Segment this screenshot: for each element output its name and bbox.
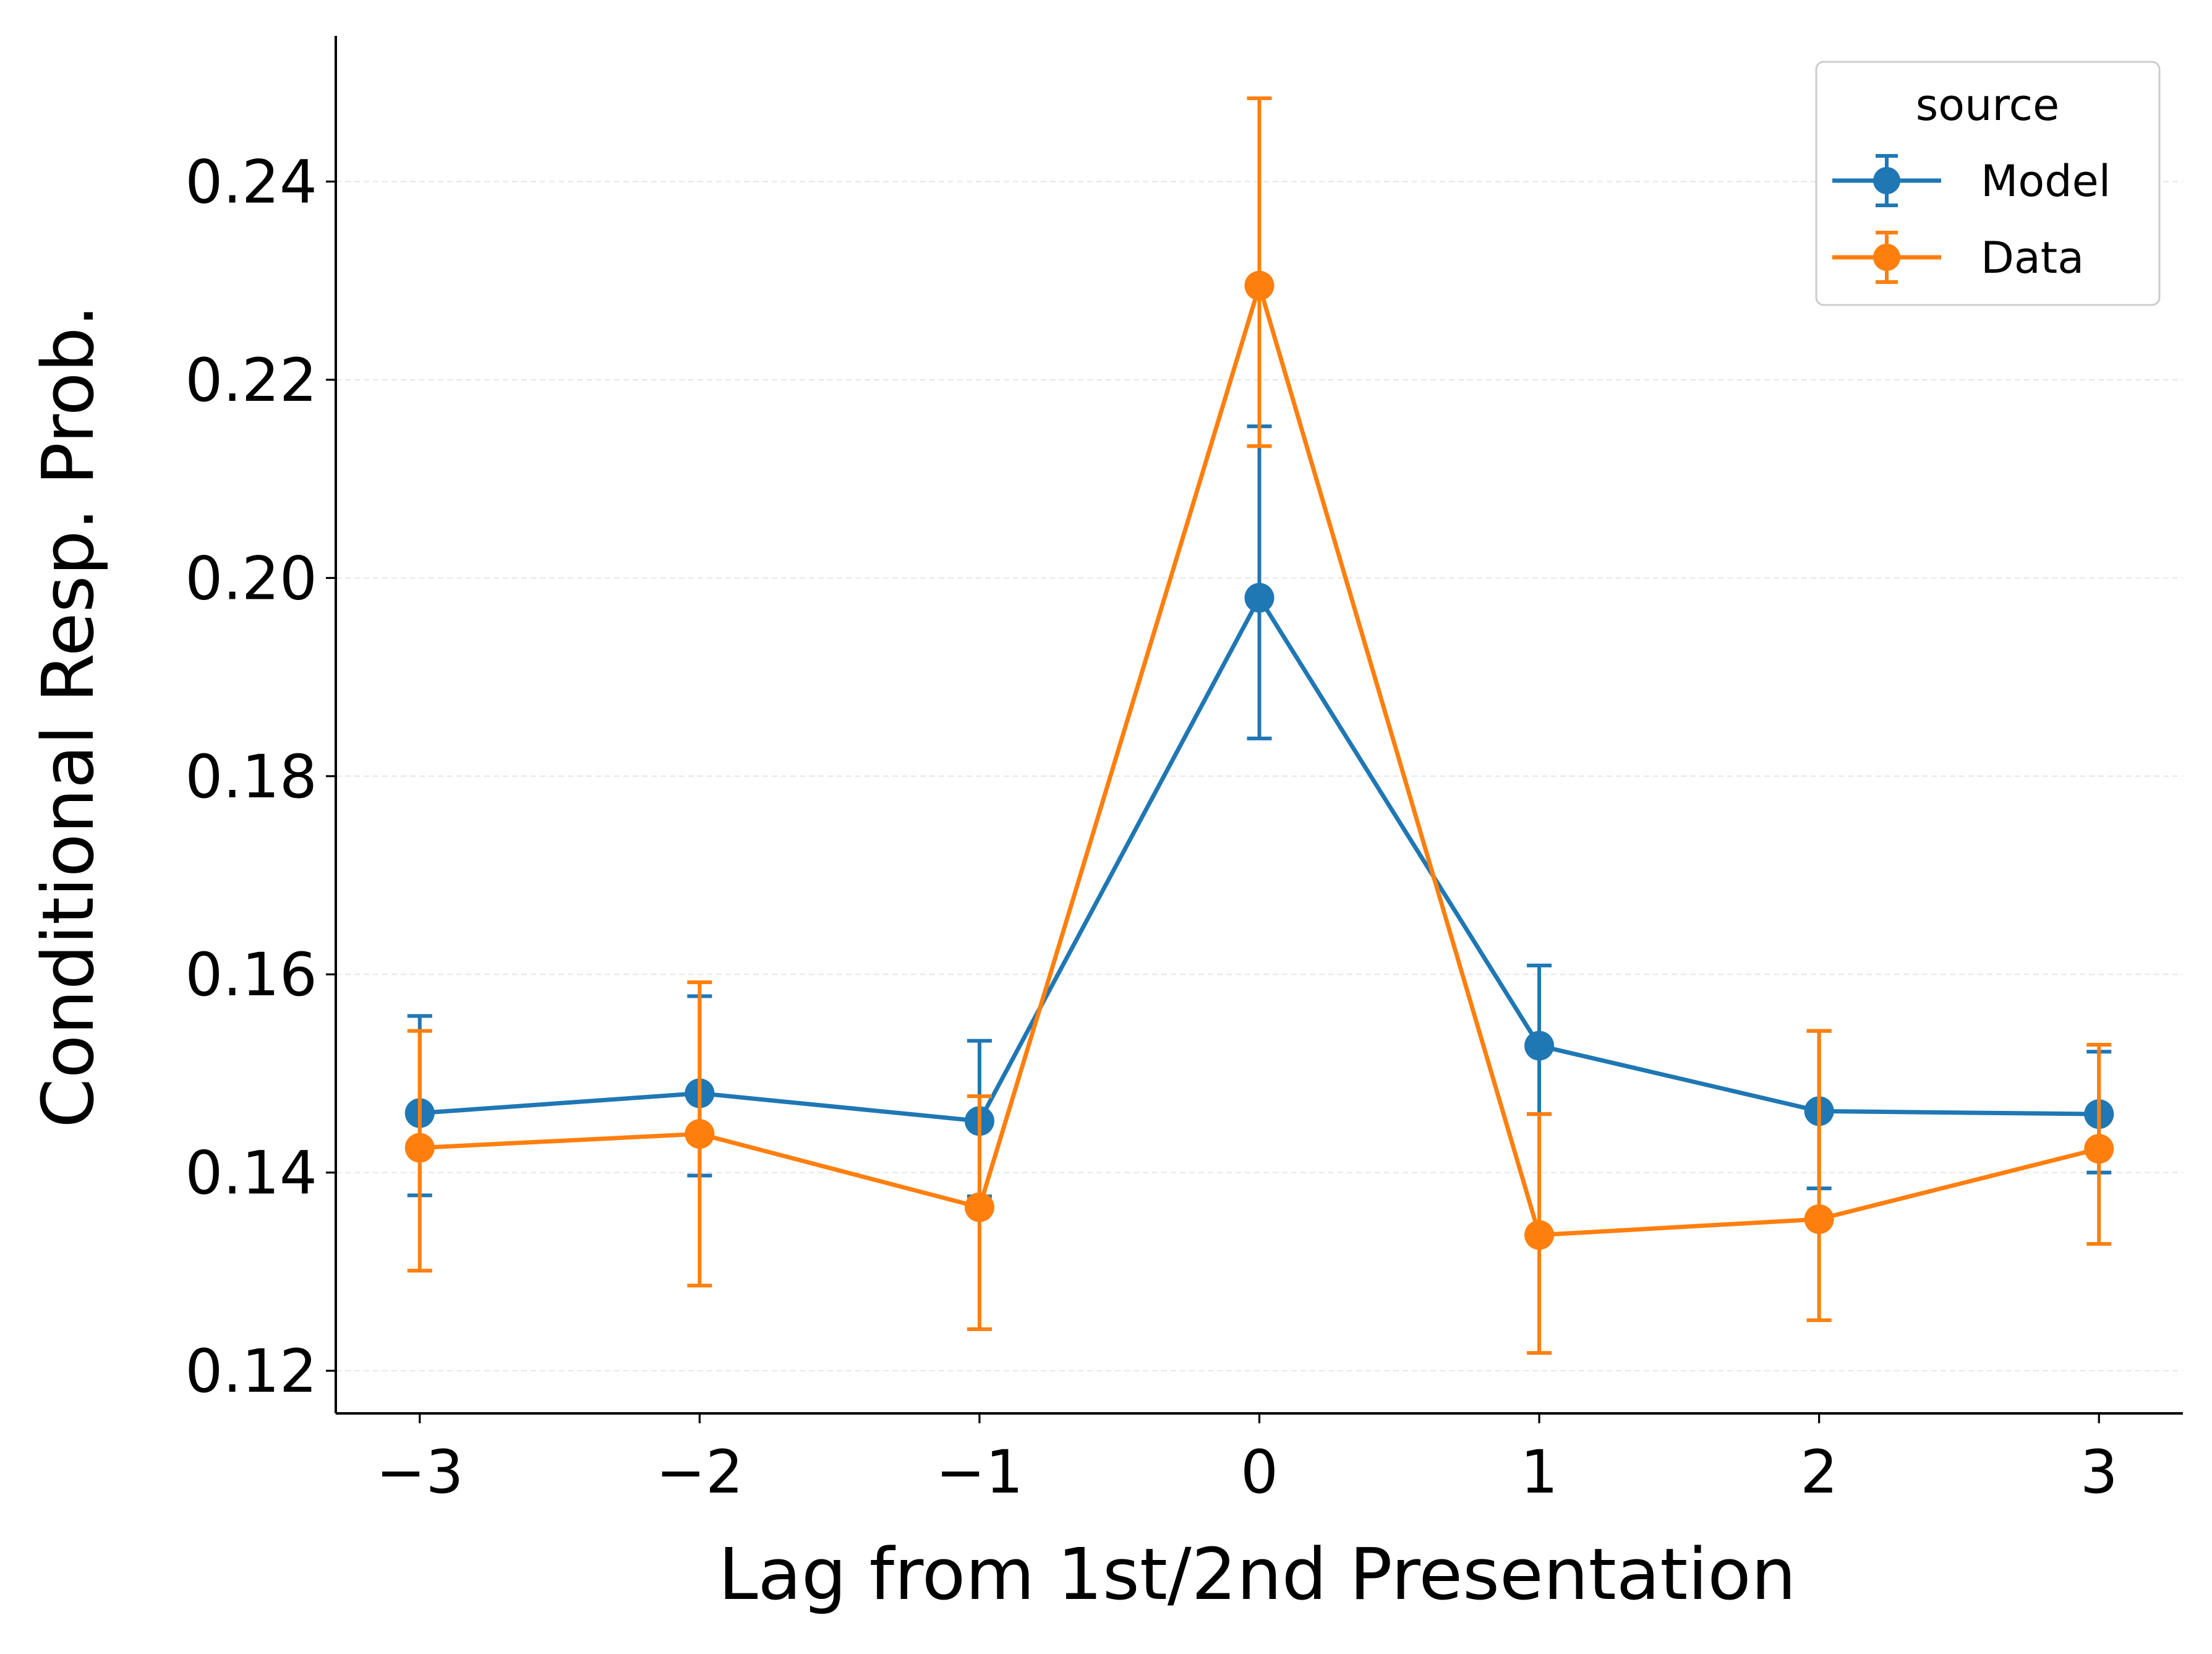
data-point [404, 1133, 435, 1163]
legend-title: source [1916, 80, 2059, 131]
legend: source Model Data [1815, 61, 2161, 306]
x-axis-title: Lag from 1st/2nd Presentation [718, 1533, 1796, 1616]
data-point [1524, 1220, 1555, 1250]
model-point [1524, 1031, 1555, 1061]
data-point [964, 1192, 994, 1222]
y-tick-label: 0.24 [185, 148, 317, 217]
model-legend-marker [1873, 167, 1900, 194]
data-point [2084, 1134, 2114, 1164]
plot-series [404, 96, 2114, 1355]
legend-frame [1815, 61, 2161, 306]
axes: 0.12 0.14 0.16 0.18 0.20 0.22 0.24 −3 −2 −1 0 1 2 3 [185, 36, 2183, 1507]
model-point [1244, 583, 1275, 613]
data-legend-marker [1873, 244, 1900, 271]
y-tick-label: 0.12 [185, 1337, 317, 1406]
y-tick-label: 0.16 [185, 940, 317, 1009]
x-tick-label: 2 [1800, 1438, 1838, 1507]
x-tick-label: 0 [1241, 1438, 1278, 1507]
x-tick-label: 1 [1521, 1438, 1558, 1507]
y-tick-label: 0.14 [185, 1139, 317, 1208]
x-tick-label: −2 [656, 1438, 744, 1507]
x-tick-label: −1 [936, 1438, 1023, 1507]
data-point [1244, 270, 1275, 301]
y-tick-label: 0.18 [185, 742, 317, 812]
data-series [404, 96, 2114, 1355]
data-legend-label: Data [1981, 233, 2084, 283]
y-axis-title: Conditional Resp. Prob. [27, 304, 110, 1128]
y-tick-label: 0.20 [185, 544, 317, 613]
data-point [685, 1119, 715, 1149]
data-point [1804, 1204, 1834, 1234]
x-tick-label: −3 [376, 1438, 464, 1507]
y-tick-label: 0.22 [185, 346, 317, 415]
x-tick-label: 3 [2080, 1438, 2118, 1507]
model-legend-label: Model [1981, 156, 2111, 207]
legend-entries: Model Data [1832, 154, 2111, 284]
